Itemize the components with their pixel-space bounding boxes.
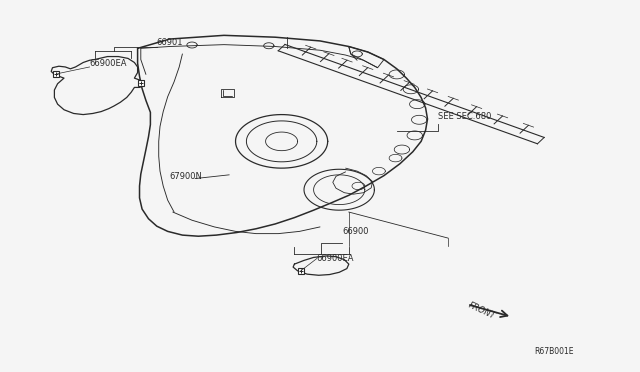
Text: 66900EA: 66900EA — [317, 254, 355, 263]
Text: SEE SEC.680: SEE SEC.680 — [438, 112, 492, 121]
Text: 66900: 66900 — [342, 227, 369, 236]
Text: 67900N: 67900N — [170, 172, 202, 181]
Text: FRONT: FRONT — [467, 301, 497, 321]
Text: 66901: 66901 — [157, 38, 183, 46]
Text: 66900EA: 66900EA — [90, 59, 127, 68]
Text: R67B001E: R67B001E — [534, 347, 573, 356]
